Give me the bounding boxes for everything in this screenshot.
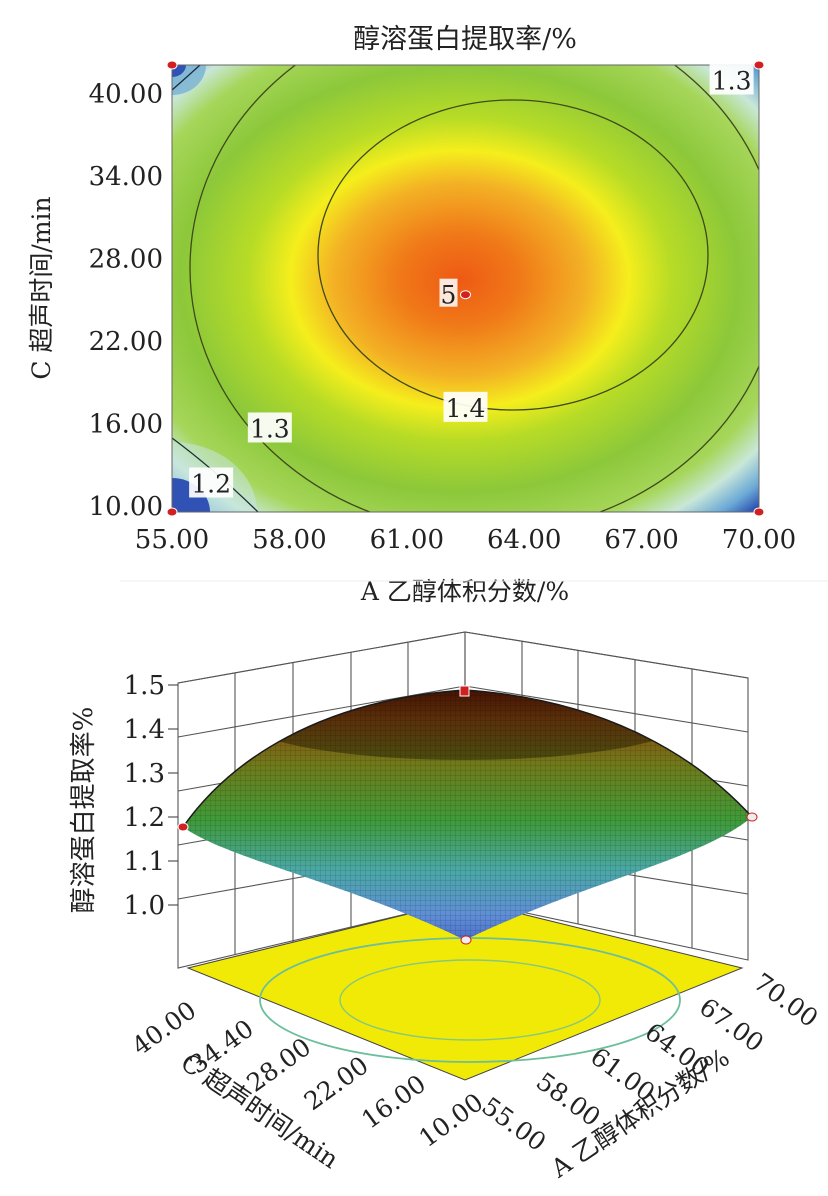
c-tick-label: 10.00 bbox=[414, 1087, 489, 1153]
contour-level-label: 1.3 bbox=[250, 414, 290, 443]
contour-line-1-4 bbox=[317, 99, 709, 411]
contour-value-labels: 1.3 1.4 1.3 1.2 bbox=[189, 64, 754, 498]
surface-point-top bbox=[459, 685, 470, 697]
design-point bbox=[166, 60, 178, 70]
z-tick-label: 1.4 bbox=[124, 715, 165, 745]
contour-y-tick-label: 22.00 bbox=[89, 327, 163, 357]
contour-level-label: 1.4 bbox=[446, 394, 486, 423]
surface-plot: 1.01.11.21.31.41.5 40.0034.4028.0022.001… bbox=[69, 631, 823, 1184]
a-tick-label: 70.00 bbox=[748, 967, 823, 1033]
a-tick-label: 55.00 bbox=[476, 1091, 551, 1157]
surface-point-left bbox=[177, 822, 189, 832]
z-tick-label: 1.5 bbox=[124, 671, 165, 701]
a-tick-label: 58.00 bbox=[531, 1067, 606, 1133]
design-point bbox=[460, 290, 471, 300]
contour-heatmap bbox=[172, 65, 759, 512]
contour-y-tick-label: 34.00 bbox=[89, 162, 163, 192]
design-point bbox=[753, 507, 765, 517]
surface-point-bottom bbox=[460, 935, 472, 945]
contour-x-tick-label: 58.00 bbox=[252, 525, 326, 555]
response-surface bbox=[182, 689, 753, 940]
surface-point-right bbox=[746, 812, 758, 822]
z-tick-label: 1.2 bbox=[124, 803, 165, 833]
contour-y-tick-label: 10.00 bbox=[89, 492, 163, 522]
design-point bbox=[753, 60, 765, 70]
center-point-label: 5 bbox=[441, 281, 457, 310]
contour-x-tick-label: 67.00 bbox=[604, 525, 678, 555]
contour-x-axis-label: A 乙醇体积分数/% bbox=[360, 577, 569, 606]
a-tick-label: 67.00 bbox=[694, 992, 769, 1058]
contour-y-tick-label: 40.00 bbox=[89, 80, 163, 110]
contour-level-label: 1.3 bbox=[712, 67, 752, 96]
contour-title: 醇溶蛋白提取率/% bbox=[353, 24, 577, 55]
z-tick-label: 1.3 bbox=[124, 759, 165, 789]
design-point bbox=[166, 507, 178, 517]
contour-x-tick-label: 55.00 bbox=[135, 525, 209, 555]
contour-design-points: 5 bbox=[166, 60, 765, 517]
contour-x-ticks: 55.00 58.00 61.00 64.00 67.00 70.00 bbox=[135, 525, 796, 555]
contour-x-tick-label: 61.00 bbox=[370, 525, 444, 555]
contour-y-ticks: 10.00 16.00 22.00 28.00 34.00 40.00 bbox=[89, 80, 163, 523]
surface-floor bbox=[186, 899, 744, 1081]
contour-line-1-3 bbox=[189, 65, 759, 512]
surface-z-axis-label: 醇溶蛋白提取率% bbox=[69, 707, 99, 914]
contour-x-tick-label: 70.00 bbox=[722, 525, 796, 555]
contour-level-label: 1.2 bbox=[191, 469, 231, 498]
surface-z-ticks: 1.0 1.1 1.2 1.3 1.4 1.5 bbox=[124, 671, 178, 921]
contour-x-tick-label: 64.00 bbox=[487, 525, 561, 555]
z-tick-label: 1.0 bbox=[124, 891, 165, 921]
contour-plot: 醇溶蛋白提取率/% 10.00 16.00 22.00 28.00 34.00 40.00… bbox=[27, 24, 796, 606]
contour-y-tick-label: 16.00 bbox=[89, 410, 163, 440]
z-tick-label: 1.1 bbox=[124, 847, 165, 877]
contour-y-axis-label: C 超声时间/min bbox=[27, 196, 56, 379]
contour-y-tick-label: 28.00 bbox=[89, 245, 163, 275]
